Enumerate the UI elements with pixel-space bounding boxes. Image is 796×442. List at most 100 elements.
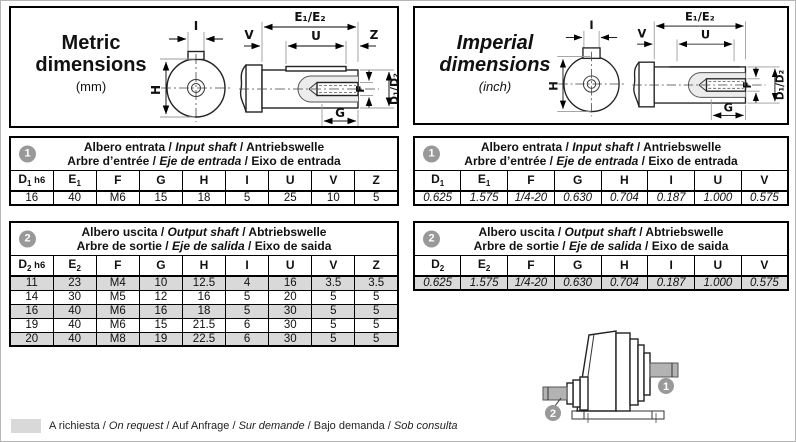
table-cell: 1.000 [694, 190, 742, 206]
column-header: F [95, 254, 140, 277]
column-header: G [138, 169, 183, 192]
table-cell: 4 [225, 275, 270, 291]
imperial-input-shaft-table: 1 Albero entrata / Input shaft / Antrieb… [413, 136, 789, 206]
column-header: D1 h6 [9, 169, 54, 192]
table-cell: 5 [354, 303, 399, 319]
table-title-line1: Albero uscita / Output shaft / Abtriebsw… [478, 224, 724, 239]
table-cell: 14 [9, 289, 54, 305]
column-header: H [600, 254, 649, 277]
dim-label-f: F [742, 81, 754, 88]
on-request-swatch [11, 419, 41, 433]
table-cell: 22.5 [181, 331, 227, 347]
table-cell: 11 [9, 275, 54, 291]
metric-input-shaft-table: 1 Albero entrata / Input shaft / Antrieb… [9, 136, 399, 206]
gearbox-output-marker [545, 405, 561, 421]
column-header: V [740, 254, 789, 277]
column-header: I [647, 254, 695, 277]
table-row: 0.625 1.575 1/4-20 0.630 0.704 0.187 1.000 0.57… [413, 275, 789, 291]
column-header: U [268, 254, 313, 277]
imperial-shaft-drawing: I H [546, 9, 786, 121]
table-row: 19 40 M6 15 21.5 6 30 5 5 [9, 317, 399, 333]
table-title-line2: Arbre de sortie / Eje de salida / Eixo d… [76, 238, 332, 253]
table-cell: 1/4-20 [507, 190, 555, 206]
table-title: 2 Albero uscita / Output shaft / Abtrieb… [11, 223, 397, 255]
table-row: 20 40 M8 19 22.5 6 30 5 5 [9, 331, 399, 347]
column-header: E1 [52, 169, 97, 192]
table-cell: 0.575 [740, 190, 789, 206]
table-title: 2 Albero uscita / Output shaft / Abtrieb… [415, 223, 787, 255]
dim-label-e: E₁/E₂ [685, 9, 715, 23]
metric-title-block: Metric dimensions (mm) [15, 32, 167, 94]
dim-label-i: I [589, 18, 593, 32]
table-cell: M6 [95, 190, 140, 206]
column-header: V [740, 169, 789, 192]
table-title-line1: Albero uscita / Output shaft / Abtriebsw… [81, 224, 327, 239]
dim-label-d: D₁/D₂ [388, 73, 401, 105]
column-header: H [181, 254, 227, 277]
table-cell: 40 [52, 190, 97, 206]
table-row: 0.625 1.575 1/4-20 0.630 0.704 0.187 1.000 0.57… [413, 190, 789, 206]
table-cell: 25 [268, 190, 313, 206]
column-header: I [647, 169, 695, 192]
imperial-output-shaft-table: 2 Albero uscita / Output shaft / Abtrieb… [413, 221, 789, 291]
table-cell: 0.187 [647, 190, 695, 206]
table-row: 11 23 M4 10 12.5 4 16 3.5 3.5 [9, 275, 399, 291]
table-cell: 18 [181, 303, 227, 319]
column-header: G [553, 254, 602, 277]
table-cell: 6 [225, 317, 270, 333]
column-header: F [95, 169, 140, 192]
column-header: Z [354, 254, 399, 277]
table-cell: 21.5 [181, 317, 227, 333]
input-shaft-marker: 1 [423, 145, 440, 163]
table-cell: 0.630 [553, 190, 602, 206]
dim-label-g: G [335, 106, 345, 120]
table-cell: 30 [268, 303, 313, 319]
table-cell: 10 [138, 275, 183, 291]
table-cell: 12.5 [181, 275, 227, 291]
dim-label-h: H [149, 85, 163, 95]
table-cell: 5 [354, 331, 399, 347]
table-cell: 19 [9, 317, 54, 333]
table-cell: 0.187 [647, 275, 695, 291]
column-header: V [311, 169, 356, 192]
table-cell: M6 [95, 317, 140, 333]
table-cell: 3.5 [354, 275, 399, 291]
table-title-line2: Arbre d’entrée / Eje de entrada / Eixo d… [464, 153, 738, 168]
metric-output-shaft-table: 2 Albero uscita / Output shaft / Abtrieb… [9, 221, 399, 347]
column-header: D1 [413, 169, 462, 192]
dim-label-e: E₁/E₂ [294, 10, 325, 24]
column-header: U [694, 169, 742, 192]
table-cell: 30 [268, 331, 313, 347]
table-cell: 5 [311, 317, 356, 333]
column-header: E2 [52, 254, 97, 277]
table-row: 16 40 M6 16 18 5 30 5 5 [9, 303, 399, 319]
table-cell: 16 [181, 289, 227, 305]
input-shaft-marker: 1 [19, 145, 36, 163]
table-cell: 16 [138, 303, 183, 319]
table-cell: 5 [225, 289, 270, 305]
table-cell: 5 [225, 303, 270, 319]
column-header-row: D1 h6 E1 F G H I U V Z [9, 169, 399, 192]
column-header: E1 [460, 169, 508, 192]
column-header: F [507, 254, 555, 277]
table-cell: M6 [95, 303, 140, 319]
footnote-text: A richiesta / On request / Auf Anfrage /… [49, 420, 458, 432]
dim-label-d: D₁/D₂ [774, 70, 786, 100]
column-header: G [553, 169, 602, 192]
table-row: 14 30 M5 12 16 5 20 5 5 [9, 289, 399, 305]
table-cell: 1.575 [460, 190, 508, 206]
gearbox-drawing: 1 2 [542, 330, 679, 426]
table-cell: 16 [9, 190, 54, 206]
table-cell: 5 [311, 303, 356, 319]
column-header: I [225, 169, 270, 192]
gearbox-output-marker-number: 2 [550, 408, 556, 420]
dim-label-u: U [701, 27, 710, 41]
column-header: H [181, 169, 227, 192]
column-header: U [268, 169, 313, 192]
table-cell: 0.575 [740, 275, 789, 291]
dim-label-v: V [244, 28, 254, 42]
table-cell: 10 [311, 190, 356, 206]
table-cell: 5 [311, 331, 356, 347]
table-cell: 0.630 [553, 275, 602, 291]
